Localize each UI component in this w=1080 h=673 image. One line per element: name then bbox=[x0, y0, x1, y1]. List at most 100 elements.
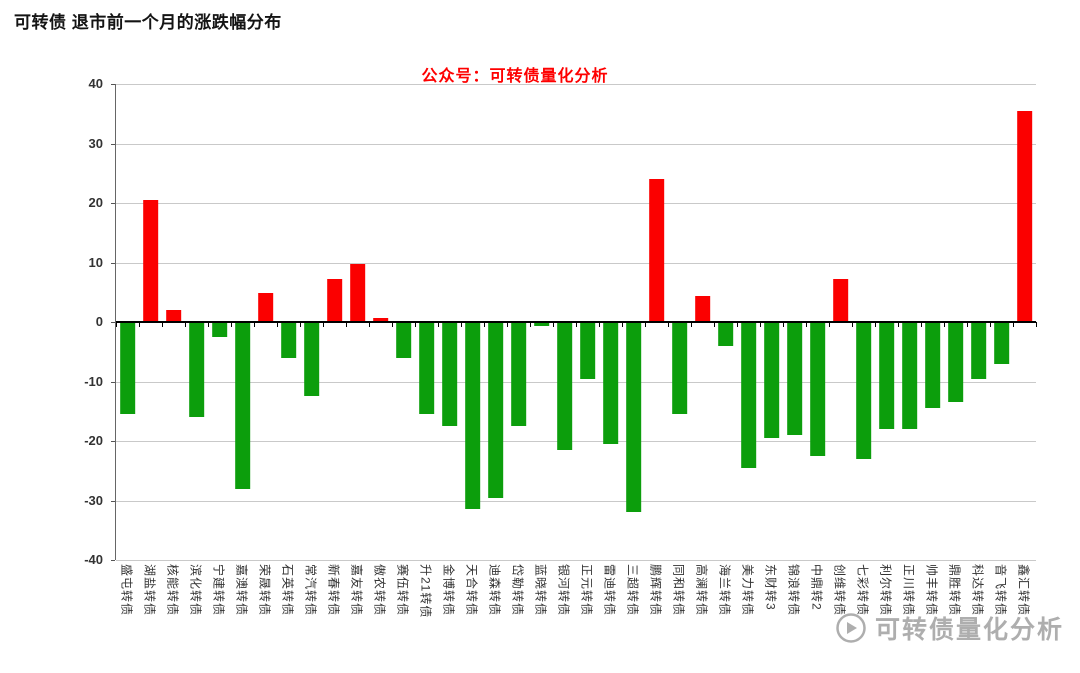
bar bbox=[947, 322, 964, 403]
gridline bbox=[116, 262, 1036, 264]
x-label-cell: 科达转债 bbox=[966, 564, 989, 670]
bar bbox=[257, 293, 274, 322]
bar-column bbox=[783, 84, 806, 560]
bar bbox=[533, 322, 550, 327]
page-title: 可转债 退市前一个月的涨跌幅分布 bbox=[14, 13, 282, 32]
x-tick-label: 天合转债 bbox=[464, 564, 479, 617]
x-tick-label: 新春转债 bbox=[326, 564, 341, 617]
x-tick-label: 同和转债 bbox=[671, 564, 686, 617]
bar-column bbox=[829, 84, 852, 560]
x-tick-label: 雷迪转债 bbox=[602, 564, 617, 617]
bar bbox=[142, 200, 159, 322]
bar-column bbox=[162, 84, 185, 560]
y-tick-label: 20 bbox=[88, 195, 103, 210]
x-label-cell: 湖盐转债 bbox=[138, 564, 161, 670]
bar bbox=[694, 295, 711, 322]
x-tick-label: 滨化转债 bbox=[188, 564, 203, 617]
x-label-cell: 滨化转债 bbox=[184, 564, 207, 670]
x-tick-label: 蓝晓转债 bbox=[533, 564, 548, 617]
bar-column bbox=[461, 84, 484, 560]
x-tick-label: 创维转债 bbox=[832, 564, 847, 617]
bar bbox=[901, 322, 918, 430]
bar-column bbox=[737, 84, 760, 560]
bar bbox=[280, 322, 297, 358]
x-label-cell: 锦浪转债 bbox=[782, 564, 805, 670]
x-tick-label: 高澜转债 bbox=[694, 564, 709, 617]
wechat-logo-icon bbox=[836, 613, 866, 643]
gridline bbox=[116, 441, 1036, 442]
bar bbox=[786, 322, 803, 436]
category-tick-mark bbox=[852, 322, 853, 327]
x-label-cell: 荣晟转债 bbox=[253, 564, 276, 670]
category-tick-mark bbox=[139, 322, 140, 327]
bar bbox=[211, 322, 228, 337]
y-tick-mark bbox=[111, 203, 115, 204]
x-label-cell: 东财转3 bbox=[759, 564, 782, 670]
x-tick-label: 东财转3 bbox=[763, 564, 778, 611]
bar bbox=[349, 263, 366, 322]
x-tick-label: 科达转债 bbox=[970, 564, 985, 617]
category-tick-mark bbox=[921, 322, 922, 327]
category-tick-mark bbox=[415, 322, 416, 327]
x-label-cell: 正川转债 bbox=[897, 564, 920, 670]
bar-column bbox=[668, 84, 691, 560]
x-label-cell: 鑫汇转债 bbox=[1012, 564, 1035, 670]
x-tick-label: 中鼎转2 bbox=[809, 564, 824, 611]
x-label-cell: 升21转债 bbox=[414, 564, 437, 670]
bars-container bbox=[116, 84, 1036, 560]
bar bbox=[441, 322, 458, 427]
bar-column bbox=[760, 84, 783, 560]
x-label-cell: 七彩转债 bbox=[851, 564, 874, 670]
y-tick-mark bbox=[111, 500, 115, 502]
bar bbox=[924, 322, 941, 409]
x-label-cell: 音飞转债 bbox=[989, 564, 1012, 670]
category-tick-mark bbox=[116, 322, 117, 327]
category-tick-mark bbox=[599, 322, 600, 327]
bar bbox=[395, 322, 412, 358]
bar bbox=[809, 322, 826, 456]
bar-column bbox=[208, 84, 231, 560]
x-label-cell: 傲农转债 bbox=[368, 564, 391, 670]
y-tick-label: -40 bbox=[84, 552, 103, 567]
x-tick-label: 金博转债 bbox=[441, 564, 456, 617]
x-tick-label: 迪森转债 bbox=[487, 564, 502, 617]
x-label-cell: 岱勒转债 bbox=[506, 564, 529, 670]
category-tick-mark bbox=[323, 322, 324, 327]
bar-column bbox=[622, 84, 645, 560]
x-label-cell: 三超转债 bbox=[621, 564, 644, 670]
y-tick-mark bbox=[111, 143, 115, 145]
bar bbox=[326, 279, 343, 322]
x-tick-label: 赛伍转债 bbox=[395, 564, 410, 617]
category-tick-mark bbox=[346, 322, 347, 327]
x-tick-label: 湖盐转债 bbox=[142, 564, 157, 617]
bar-column bbox=[691, 84, 714, 560]
category-tick-mark bbox=[530, 322, 531, 327]
x-tick-label: 常汽转债 bbox=[303, 564, 318, 617]
x-label-cell: 高澜转债 bbox=[690, 564, 713, 670]
bar bbox=[832, 279, 849, 322]
bar bbox=[556, 322, 573, 450]
x-label-cell: 美力转债 bbox=[736, 564, 759, 670]
x-label-cell: 银河转债 bbox=[552, 564, 575, 670]
x-tick-label: 盛屯转债 bbox=[119, 564, 134, 617]
category-tick-mark bbox=[714, 322, 715, 327]
x-tick-label: 帅丰转债 bbox=[924, 564, 939, 617]
x-tick-label: 正川转债 bbox=[901, 564, 916, 617]
x-label-cell: 正元转债 bbox=[575, 564, 598, 670]
y-tick-label: -20 bbox=[84, 433, 103, 448]
bar-column bbox=[944, 84, 967, 560]
y-tick-mark bbox=[111, 322, 115, 323]
x-tick-label: 银河转债 bbox=[556, 564, 571, 617]
x-label-cell: 赛伍转债 bbox=[391, 564, 414, 670]
bar bbox=[763, 322, 780, 439]
x-tick-label: 岱勒转债 bbox=[510, 564, 525, 617]
category-tick-mark bbox=[392, 322, 393, 327]
category-tick-mark bbox=[944, 322, 945, 327]
bar-column bbox=[139, 84, 162, 560]
gridline bbox=[116, 84, 1036, 85]
bar-column bbox=[1013, 84, 1036, 560]
bar bbox=[878, 322, 895, 430]
category-tick-mark bbox=[484, 322, 485, 327]
y-tick-label: 10 bbox=[88, 254, 103, 270]
category-tick-mark bbox=[806, 322, 807, 327]
